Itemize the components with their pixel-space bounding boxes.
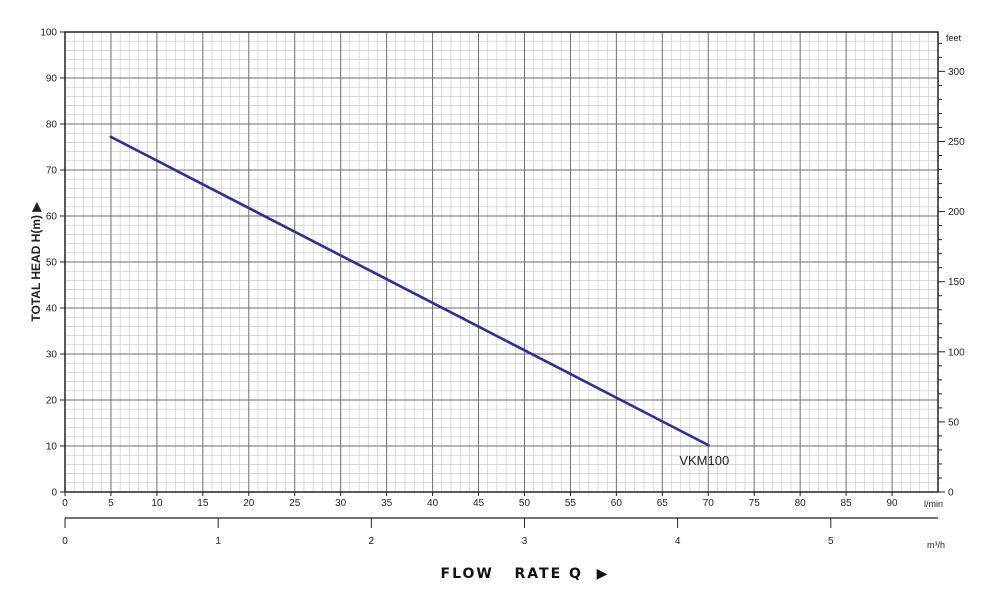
x-tick-label: 90 — [886, 498, 898, 509]
y2-tick-label: 200 — [948, 207, 965, 218]
y-tick-label: 40 — [46, 304, 58, 315]
x-tick-label: 80 — [795, 498, 807, 509]
x-tick-label: 65 — [657, 498, 669, 509]
x-tick-label: 30 — [335, 498, 347, 509]
x-axis-label: FLOW RATE Q ▶ — [441, 566, 610, 582]
x2-tick-label: 1 — [215, 536, 221, 547]
y-tick-label: 100 — [40, 28, 57, 39]
y2-tick-label: 0 — [948, 488, 954, 499]
y2-tick-label: 100 — [948, 347, 965, 358]
y-tick-label: 10 — [46, 442, 58, 453]
x-axis-ticks: 0 5 10 15 20 25 30 35 40 45 50 55 60 65 70 75 80 85 90 — [62, 492, 898, 509]
x2-tick-label: 5 — [828, 536, 834, 547]
y-tick-label: 80 — [46, 120, 58, 131]
x-tick-label: 5 — [108, 498, 114, 509]
y2-tick-label: 250 — [948, 137, 965, 148]
x-tick-label: 50 — [519, 498, 531, 509]
x2-tick-label: 3 — [522, 536, 528, 547]
y2-tick-label: 50 — [948, 417, 960, 428]
y-tick-label: 0 — [51, 488, 57, 499]
x-tick-label: 35 — [381, 498, 393, 509]
x-tick-label: 75 — [749, 498, 761, 509]
major-grid — [64, 31, 939, 493]
y-tick-label: 60 — [46, 212, 58, 223]
y2-tick-label: 300 — [948, 67, 965, 78]
x-tick-label: 40 — [427, 498, 439, 509]
y2-axis-unit: feet — [946, 33, 962, 43]
x-axis-unit: l/min — [924, 499, 943, 509]
series-line — [109, 135, 710, 447]
x-tick-label: 25 — [289, 498, 301, 509]
series-layer: VKM100 — [109, 135, 729, 468]
y2-tick-label: 150 — [948, 277, 965, 288]
x2-axis: 0 1 2 3 4 5 — [62, 517, 938, 547]
x-tick-label: 10 — [151, 498, 163, 509]
x-tick-label: 55 — [565, 498, 577, 509]
x2-tick-label: 2 — [369, 536, 375, 547]
x-tick-label: 60 — [611, 498, 623, 509]
y-tick-label: 50 — [46, 258, 58, 269]
x-tick-label: 15 — [197, 498, 209, 509]
series-point — [109, 135, 113, 139]
x-tick-label: 45 — [473, 498, 485, 509]
x-tick-label: 85 — [841, 498, 853, 509]
x-tick-label: 70 — [703, 498, 715, 509]
x2-tick-label: 4 — [675, 536, 681, 547]
series-point — [706, 443, 710, 447]
x-tick-label: 0 — [62, 498, 68, 509]
y-axis-ticks: 0 10 20 30 40 50 60 70 80 90 100 — [40, 28, 65, 499]
x2-axis-unit: m³/h — [927, 540, 945, 550]
x-tick-label: 20 — [243, 498, 255, 509]
series-label: VKM100 — [679, 453, 729, 468]
y-tick-label: 30 — [46, 350, 58, 361]
y-axis-label: TOTAL HEAD H(m) ▶ — [29, 202, 43, 322]
y-tick-label: 20 — [46, 396, 58, 407]
x2-tick-label: 0 — [62, 536, 68, 547]
y2-axis-ticks: 0 50 100 150 200 250 300 — [938, 42, 965, 499]
y-tick-label: 70 — [46, 166, 58, 177]
y-tick-label: 90 — [46, 74, 58, 85]
